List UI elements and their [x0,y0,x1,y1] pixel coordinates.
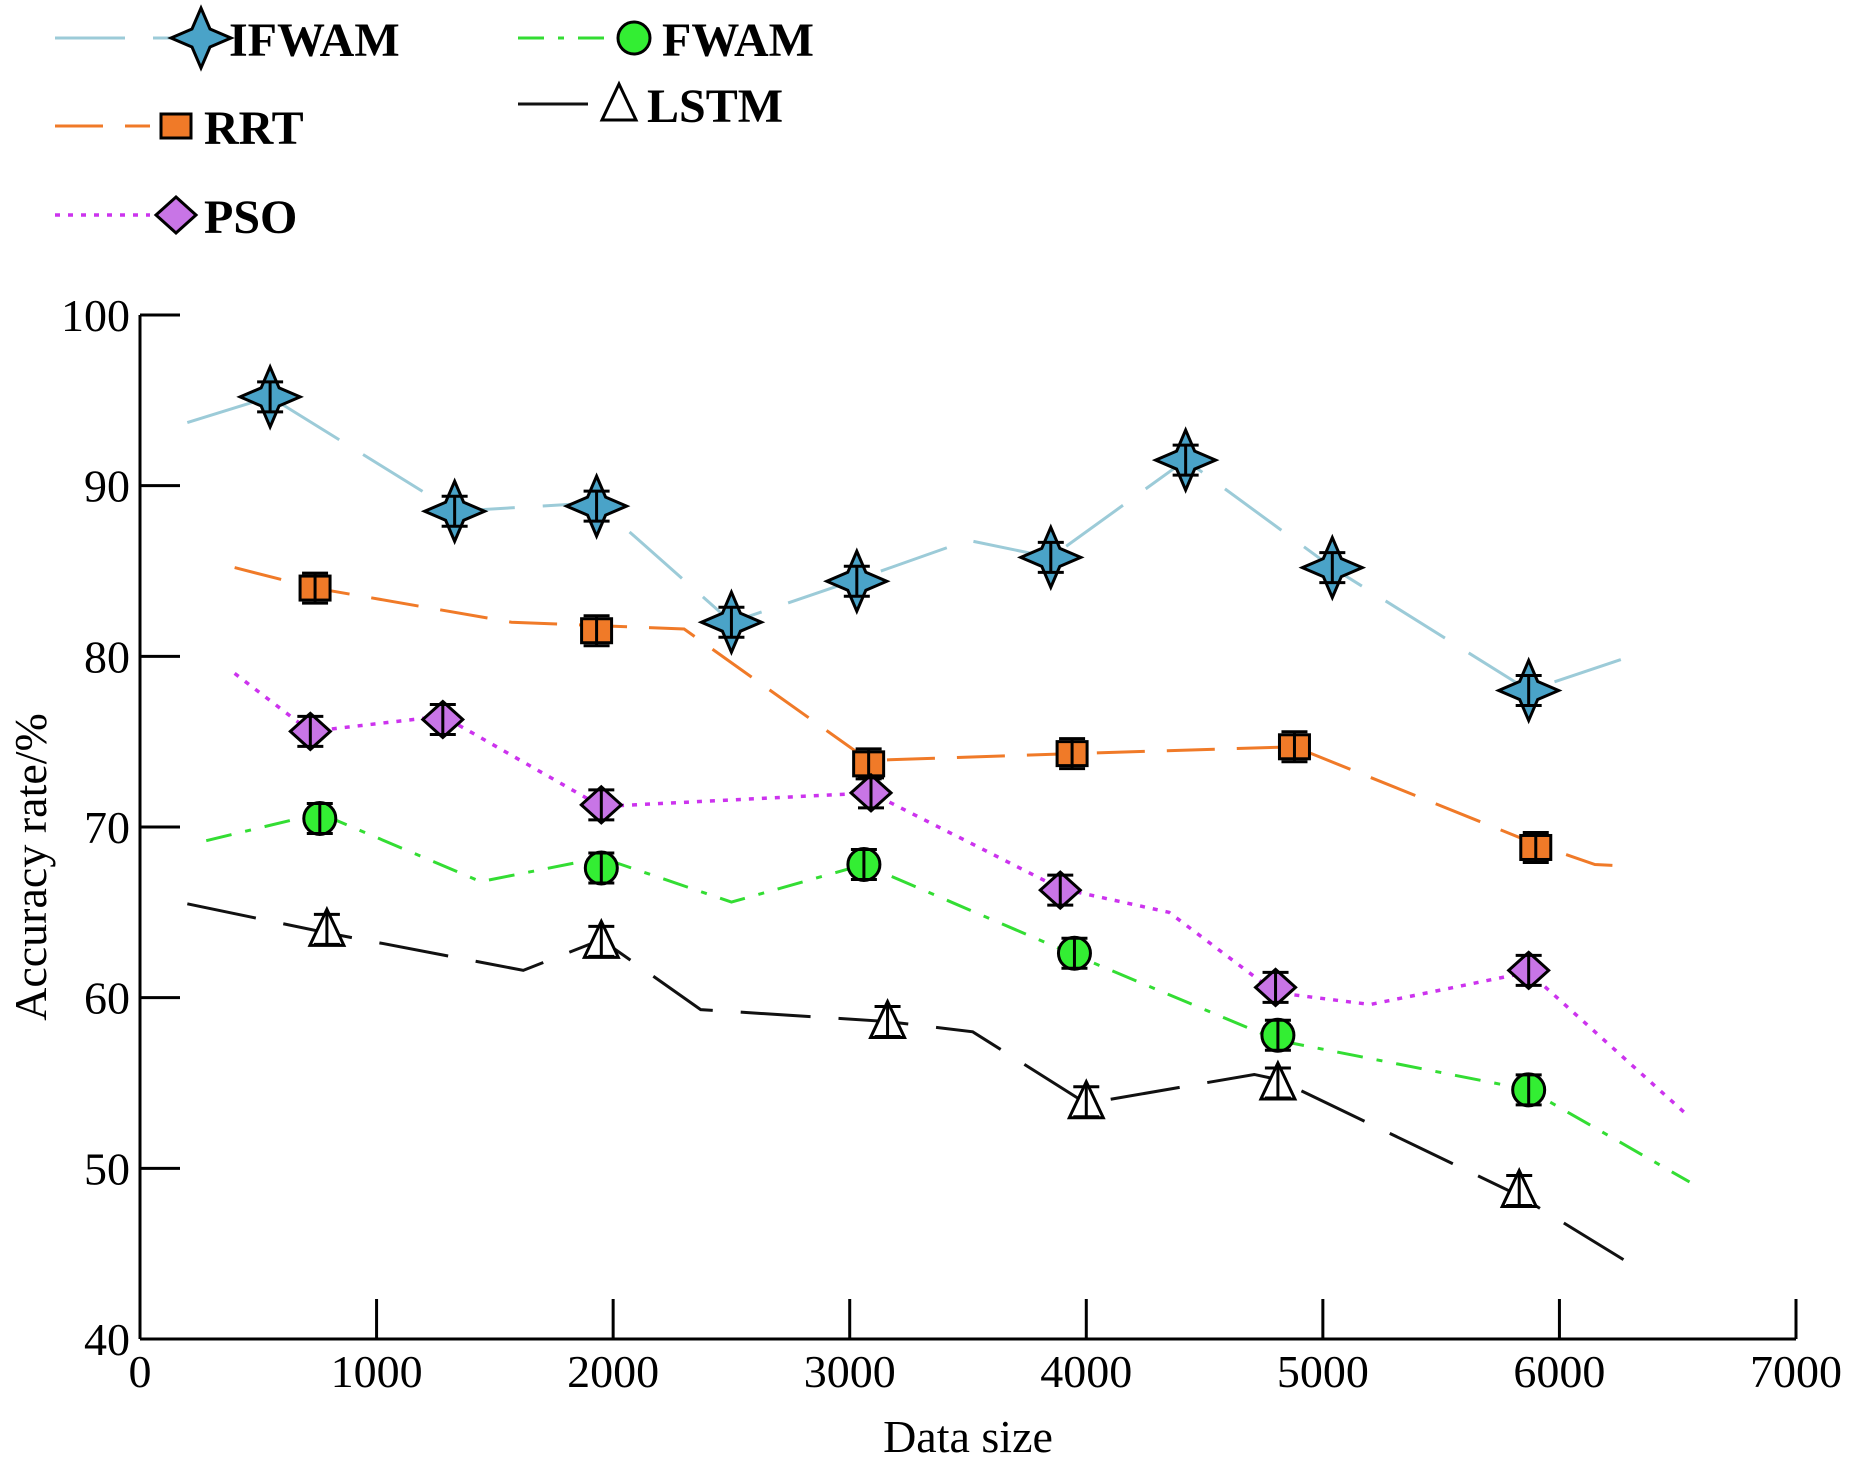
series-line-ifwam [186,395,1631,693]
error-bar-ifwam [1515,673,1542,707]
error-bar-ifwam [257,380,284,414]
error-bar-ifwam [441,494,468,528]
y-axis-title: Accuracy rate/% [5,713,56,1021]
x-axis-title: Data size [883,1411,1053,1460]
legend-marker-ifwam [167,4,235,72]
error-bar-fwam [588,851,615,885]
x-tick-label: 6000 [1513,1346,1605,1397]
legend-item-rrt: RRT [55,102,304,155]
series-markers [236,363,1563,1209]
y-tick-label: 70 [84,802,130,853]
y-tick-label: 100 [61,290,130,341]
error-bar-lstm [1506,1174,1533,1208]
error-bar-rrt [583,614,610,648]
error-bar-ifwam [1172,443,1199,477]
error-bar-fwam [306,801,333,835]
y-tick-label: 40 [84,1314,130,1365]
error-bar-pso [1262,970,1289,1004]
error-bar-lstm [588,924,615,958]
error-bar-fwam [1264,1018,1291,1052]
error-bar-rrt [1281,730,1308,764]
error-bar-rrt [1059,737,1086,771]
error-bar-pso [1047,873,1074,907]
error-bar-ifwam [1319,551,1346,585]
legend-item-ifwam: IFWAM [55,4,400,72]
error-bar-fwam [1515,1073,1542,1107]
x-tick-label: 5000 [1277,1346,1369,1397]
error-bar-lstm [1264,1066,1291,1100]
error-bar-ifwam [1037,540,1064,574]
legend-item-lstm: LSTM [518,80,783,133]
legend-label-fwam: FWAM [662,14,814,67]
error-bar-lstm [313,912,340,946]
x-tick-label: 1000 [331,1346,423,1397]
legend-marker-rrt [159,112,193,140]
x-tick-label: 2000 [567,1346,659,1397]
legend-marker-pso [153,194,199,236]
legend-label-ifwam: IFWAM [229,14,400,67]
error-bar-ifwam [583,489,610,523]
error-bar-pso [588,788,615,822]
legend-label-lstm: LSTM [647,80,783,133]
error-bar-pso [858,776,885,810]
legend-label-pso: PSO [204,191,297,244]
error-bar-fwam [850,848,877,882]
legend-marker-fwam [616,20,652,56]
error-bar-pso [429,702,456,736]
x-tick-label: 7000 [1750,1346,1842,1397]
error-bar-rrt [302,571,329,605]
series-line-pso [233,672,1691,1119]
legend: IFWAM RRT PSO FWAM LSTM [55,4,814,244]
error-bar-lstm [874,1005,901,1039]
error-bar-rrt [1522,830,1549,864]
error-bar-pso [297,714,324,748]
y-tick-label: 60 [84,973,130,1024]
x-tick-label: 3000 [804,1346,896,1397]
legend-item-pso: PSO [55,191,297,244]
series-line-fwam [205,811,1691,1184]
y-tick-label: 90 [84,461,130,512]
series-line-lstm [187,902,1632,1266]
series-lines [186,395,1691,1266]
error-bar-fwam [1061,936,1088,970]
x-tick-label: 0 [129,1346,152,1397]
error-bar-lstm [1073,1085,1100,1119]
series-line-rrt [234,566,1631,868]
error-bar-ifwam [843,564,870,598]
x-tick-label: 4000 [1040,1346,1132,1397]
error-bar-pso [1515,953,1542,987]
y-tick-label: 50 [84,1143,130,1194]
error-bar-ifwam [718,605,745,639]
legend-label-rrt: RRT [204,102,304,155]
legend-item-fwam: FWAM [518,14,814,67]
legend-marker-lstm [599,80,639,122]
y-tick-label: 80 [84,631,130,682]
